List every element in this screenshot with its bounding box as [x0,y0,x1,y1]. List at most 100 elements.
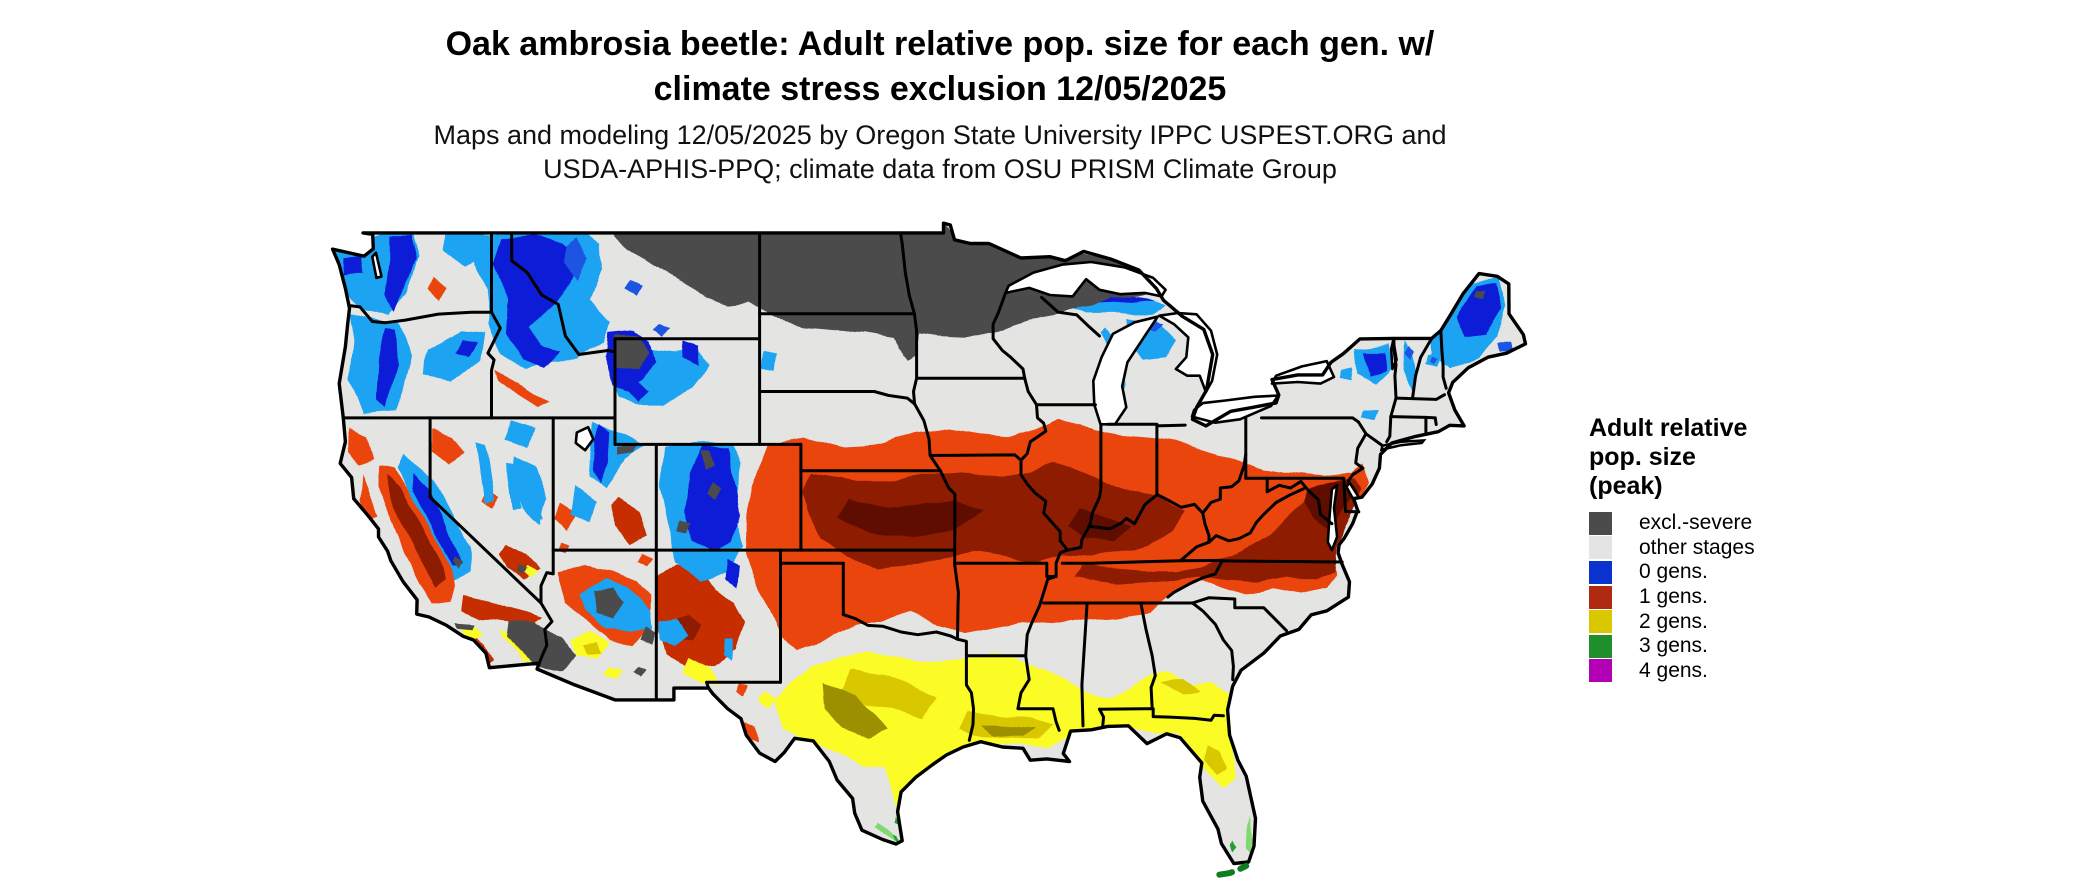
blob-green_light [1246,817,1253,856]
blob-blue_deep [1361,351,1385,376]
blob-red_orange [494,367,548,408]
figure-subtitle-line2: USDA-APHIS-PPQ; climate data from OSU PR… [543,154,1337,184]
blob-gray [506,621,575,672]
blob-green [1229,842,1237,854]
legend-swatch-0-gens [1589,560,1612,584]
legend-item: 2 gens. [1589,609,1755,634]
legend-item: 1 gens. [1589,585,1755,610]
great-lakes [371,251,1398,552]
legend-title: Adult relative pop. size (peak) [1589,414,1755,501]
legend-label: 2 gens. [1639,609,1708,633]
legend-title-line1: Adult relative [1589,414,1748,442]
blob-green [890,832,897,843]
blob-gold [1204,748,1230,775]
blob-gray [454,620,476,627]
legend-swatch-2-gens [1589,610,1612,634]
legend-swatch-3-gens [1589,634,1612,658]
lake [1158,311,1219,394]
legend-title-line2: pop. size [1589,443,1696,471]
blob-red_orange [556,502,577,532]
figure-subtitle: Maps and modeling 12/05/2025 by Oregon S… [0,118,1880,186]
blob-blue_mid [1403,346,1414,360]
legend-item: other stages [1589,536,1755,561]
blob-olive [983,721,1036,738]
blob-gold [839,671,935,720]
blob-gray [514,565,526,577]
blob-cyan [721,640,732,662]
figure-title-line1: Oak ambrosia beetle: Adult relative pop.… [445,25,1435,63]
blob-gray [593,589,625,622]
legend-swatch-other-stages [1589,536,1612,560]
lake [371,251,383,280]
blob-maroon [386,476,447,588]
blob-yellow [758,692,778,709]
legend-items: excl.-severe other stages 0 gens. 1 gens… [1589,511,1755,683]
blob-cyan [1359,410,1377,421]
blob-gold [961,708,1052,743]
florida-keys [1216,862,1250,878]
blob-maroon [806,462,1187,566]
blob-cyan [1339,367,1352,381]
blob-blue_mid [1498,341,1515,352]
blob-cyan [506,462,524,511]
blob-red_orange [428,275,445,299]
legend-label: 0 gens. [1639,560,1708,584]
blob-red [463,592,542,629]
blob-maroon_dark [1064,507,1133,543]
legend-item: 0 gens. [1589,560,1755,585]
blob-maroon_dark [839,499,984,535]
blob-gray [698,454,716,474]
blob-cyan [758,351,776,371]
legend-label: 3 gens. [1639,634,1708,658]
blob-blue_mid [566,240,590,281]
blob-olive [822,684,887,741]
blob-red_orange [432,428,464,463]
legend-item: 3 gens. [1589,634,1755,659]
blob-blue_mid [626,280,643,297]
blob-red_orange [735,682,749,696]
legend-swatch-1-gens [1589,585,1612,609]
blob-blue_deep [452,338,476,355]
legend-title-line3: (peak) [1589,472,1663,500]
legend-item: excl.-severe [1589,511,1755,536]
legend-item: 4 gens. [1589,659,1755,684]
blob-cyan [475,444,495,503]
blob-blue_mid [1430,357,1439,366]
legend-swatch-4-gens [1589,659,1612,683]
legend-label: other stages [1639,535,1755,559]
map-legend: Adult relative pop. size (peak) excl.-se… [1589,414,1755,683]
blob-gray [632,666,645,677]
blob-cyan [570,484,596,524]
blob-blue_deep [494,235,583,368]
legend-label: 4 gens. [1639,658,1708,682]
blob-gray [640,629,656,646]
lake [574,425,595,452]
legend-label: 1 gens. [1639,585,1708,609]
figure-subtitle-line1: Maps and modeling 12/05/2025 by Oregon S… [433,120,1447,150]
blob-gold [1163,679,1199,696]
blob-gray [611,336,650,371]
blob-blue_deep [386,235,418,315]
blob-green_light [872,822,898,843]
state-borders [341,231,1448,742]
blob-blue_deep [1456,283,1503,334]
blob-gold [583,642,602,655]
blob-blue_deep [628,378,652,400]
blob-cyan [659,618,689,648]
blob-blue_deep [684,341,701,366]
blob-gray [1475,288,1486,297]
blob-blue_deep [684,449,740,553]
figure-title-line2: climate stress exclusion 12/05/2025 [653,70,1227,108]
blob-yellow [601,666,623,680]
lake [1326,484,1339,552]
blob-red_orange [636,552,654,566]
legend-swatch-excl-severe [1589,511,1612,535]
blob-gray [618,447,637,455]
blob-blue_deep [593,423,610,484]
blob-blue_deep [376,330,397,410]
blob-gray [450,552,462,566]
blob-blue_mid [651,322,670,336]
blob-cyan [512,454,550,524]
blob-blue_deep [413,473,462,564]
